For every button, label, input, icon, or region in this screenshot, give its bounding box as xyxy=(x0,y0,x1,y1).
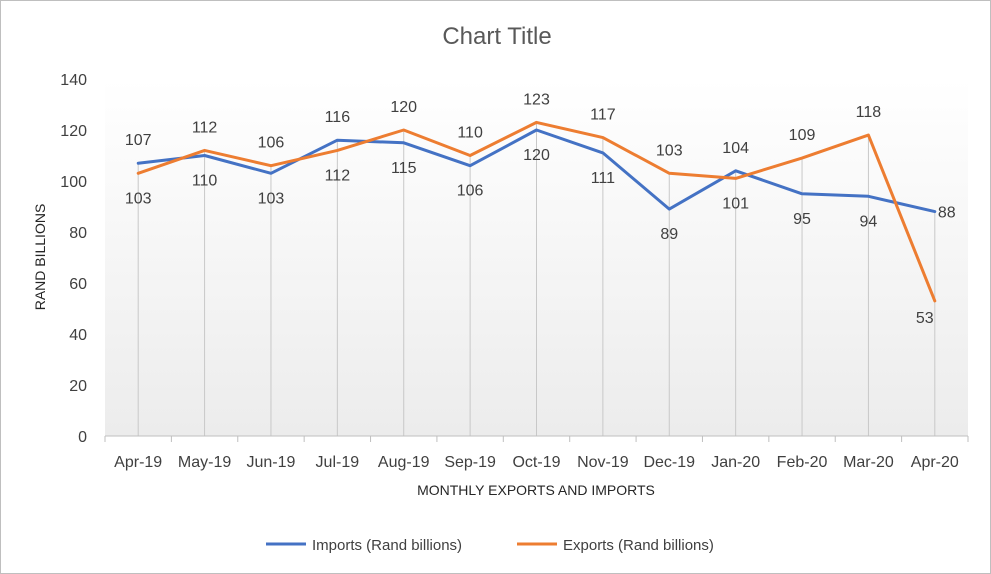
legend-imports-label: Imports (Rand billions) xyxy=(312,537,462,554)
exports-data-label: 118 xyxy=(856,104,882,121)
imports-data-label: 89 xyxy=(660,226,678,243)
drop-lines xyxy=(137,122,936,436)
imports-data-label: 111 xyxy=(591,170,615,187)
x-tick-label: Nov-19 xyxy=(577,454,629,471)
x-tick-label: Mar-20 xyxy=(843,454,894,471)
imports-data-label: 88 xyxy=(938,205,956,222)
imports-data-label: 106 xyxy=(457,183,484,200)
imports-data-label: 94 xyxy=(860,213,878,230)
legend: Imports (Rand billions) Exports (Rand bil… xyxy=(266,537,714,554)
exports-data-label: 106 xyxy=(258,135,285,152)
x-tick-label: Jun-19 xyxy=(247,454,296,471)
imports-data-label: 104 xyxy=(722,140,749,157)
y-tick-label: 120 xyxy=(60,123,87,140)
legend-exports-label: Exports (Rand billions) xyxy=(563,537,714,554)
exports-data-label: 123 xyxy=(523,91,550,108)
imports-data-label: 103 xyxy=(258,190,285,207)
exports-data-label: 109 xyxy=(789,127,816,144)
exports-data-label: 120 xyxy=(390,99,417,116)
y-tick-label: 80 xyxy=(69,225,87,242)
exports-data-label: 103 xyxy=(125,190,152,207)
x-tick-label: Jan-20 xyxy=(711,454,760,471)
exports-line xyxy=(136,120,937,303)
y-tick-label: 140 xyxy=(60,72,87,89)
imports-data-label: 107 xyxy=(125,132,152,149)
exports-data-label: 117 xyxy=(590,107,616,124)
exports-data-label: 101 xyxy=(722,195,749,212)
imports-data-label: 116 xyxy=(325,109,351,126)
x-tick-label: Aug-19 xyxy=(378,454,430,471)
axes: Apr-19 May-19 Jun-19 Jul-19 Aug-19 Sep-19 Oct-… xyxy=(60,72,969,471)
x-tick-label: Feb-20 xyxy=(777,454,828,471)
imports-data-label: 95 xyxy=(793,211,811,228)
y-tick-label: 100 xyxy=(60,174,87,191)
x-tick-label: Apr-19 xyxy=(114,454,162,471)
x-tick-label: Oct-19 xyxy=(512,454,560,471)
data-labels: 107 103 112 110 106 103 116 112 120 115 110 106 123 1… xyxy=(125,91,956,327)
imports-data-label: 120 xyxy=(523,147,550,164)
y-tick-label: 60 xyxy=(69,276,87,293)
x-axis-title: MONTHLY EXPORTS AND IMPORTS xyxy=(417,482,655,498)
exports-data-label: 103 xyxy=(656,142,683,159)
exports-data-label: 112 xyxy=(192,119,218,136)
imports-line xyxy=(136,128,937,214)
imports-data-label: 115 xyxy=(391,160,417,177)
y-tick-label: 40 xyxy=(69,327,87,344)
x-tick-label: May-19 xyxy=(178,454,231,471)
x-tick-label: Dec-19 xyxy=(643,454,695,471)
y-axis-title: RAND BILLIONS xyxy=(32,204,48,311)
x-tick-label: Apr-20 xyxy=(911,454,959,471)
y-tick-label: 0 xyxy=(78,429,87,446)
exports-data-label: 53 xyxy=(916,310,934,327)
exports-data-label: 112 xyxy=(325,167,351,184)
x-tick-label: Sep-19 xyxy=(444,454,496,471)
chart-title: Chart Title xyxy=(442,23,551,50)
series-layer xyxy=(136,120,937,303)
y-tick-label: 20 xyxy=(69,378,87,395)
imports-data-label: 110 xyxy=(192,173,218,190)
exports-data-label: 110 xyxy=(457,125,483,142)
x-tick-label: Jul-19 xyxy=(316,454,360,471)
